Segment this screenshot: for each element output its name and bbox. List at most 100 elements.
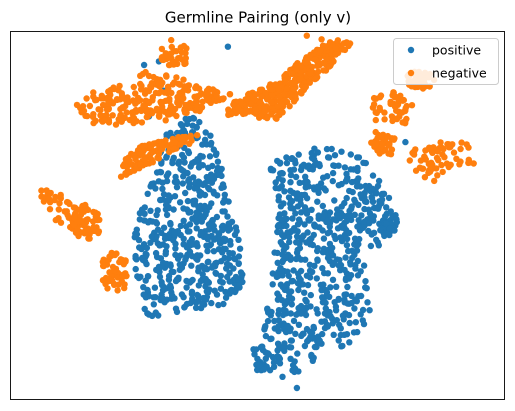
data-point-positive [320, 235, 328, 242]
data-point-negative [302, 59, 310, 66]
data-point-positive [180, 154, 188, 161]
data-point-positive [167, 219, 174, 227]
data-point-positive [387, 208, 394, 215]
data-point-positive [341, 331, 348, 338]
data-point-positive [203, 288, 210, 295]
data-point-positive [327, 284, 334, 291]
data-point-positive [171, 193, 179, 200]
data-point-negative [370, 101, 378, 108]
data-point-positive [326, 240, 334, 248]
data-point-negative [173, 112, 180, 120]
data-point-positive [289, 215, 296, 222]
data-point-negative [137, 86, 145, 93]
data-point-positive [314, 257, 321, 264]
data-point-positive [188, 240, 195, 247]
data-point-positive [293, 384, 301, 392]
data-point-positive [369, 172, 377, 179]
data-point-negative [95, 229, 102, 237]
data-point-positive [355, 154, 363, 161]
data-point-positive [338, 203, 345, 210]
data-point-positive [156, 273, 164, 281]
data-point-positive [215, 301, 222, 309]
data-point-positive [138, 206, 146, 213]
data-point-negative [332, 45, 339, 52]
data-point-positive [311, 222, 318, 229]
data-point-positive [182, 256, 189, 263]
data-point-negative [158, 141, 165, 148]
data-point-positive [193, 299, 200, 306]
data-point-positive [280, 233, 287, 240]
data-point-negative [446, 144, 453, 151]
data-point-positive [230, 265, 237, 272]
data-point-positive [192, 217, 199, 224]
data-point-negative [175, 134, 182, 141]
data-point-positive [276, 211, 284, 218]
data-point-negative [431, 177, 438, 185]
data-point-positive [362, 278, 369, 285]
data-point-positive [382, 213, 389, 220]
data-point-positive [295, 151, 302, 158]
data-point-positive [279, 345, 286, 352]
data-point-negative [162, 117, 169, 124]
data-point-positive [142, 277, 149, 284]
data-point-positive [175, 160, 182, 167]
data-point-negative [470, 160, 477, 167]
data-point-positive [217, 278, 224, 285]
data-point-positive [323, 321, 331, 328]
data-point-positive [185, 149, 193, 157]
data-point-negative [288, 70, 296, 78]
data-point-positive [316, 224, 323, 231]
data-point-positive [354, 223, 361, 230]
data-point-positive [300, 161, 307, 168]
data-point-negative [145, 72, 153, 80]
data-point-positive [291, 227, 298, 234]
data-point-negative [81, 221, 88, 228]
data-point-positive [235, 260, 242, 267]
data-point-positive [214, 158, 222, 165]
data-point-positive [147, 239, 154, 246]
data-point-positive [201, 191, 209, 199]
data-point-positive [283, 154, 290, 161]
data-point-positive [384, 230, 392, 237]
data-point-negative [55, 206, 62, 213]
data-point-negative [302, 83, 309, 91]
data-point-positive [308, 206, 315, 213]
data-point-positive [287, 288, 295, 295]
data-point-positive [225, 220, 232, 227]
data-point-negative [89, 113, 97, 121]
data-point-negative [76, 206, 84, 213]
data-point-negative [77, 104, 84, 112]
data-point-negative [155, 80, 163, 87]
data-point-positive [286, 238, 293, 246]
data-point-positive [335, 337, 342, 344]
data-point-positive [362, 182, 369, 190]
data-point-positive [320, 281, 327, 288]
data-point-negative [38, 187, 45, 194]
data-point-positive [169, 292, 176, 299]
data-point-positive [251, 351, 258, 358]
data-point-positive [283, 222, 290, 230]
data-point-negative [439, 168, 446, 176]
data-point-negative [306, 78, 313, 85]
data-point-positive [180, 235, 187, 242]
data-point-negative [457, 145, 464, 153]
data-point-positive [165, 170, 172, 177]
data-point-positive [137, 273, 144, 280]
data-point-negative [109, 112, 116, 119]
data-point-negative [153, 107, 160, 114]
data-point-positive [250, 346, 257, 353]
data-point-positive [326, 223, 333, 230]
data-point-positive [162, 201, 170, 209]
data-point-negative [158, 45, 166, 53]
data-point-negative [192, 99, 199, 106]
data-point-positive [385, 194, 393, 202]
data-point-negative [252, 106, 259, 114]
data-point-positive [288, 301, 295, 308]
data-point-negative [161, 108, 168, 115]
data-point-negative [109, 263, 117, 271]
data-point-positive [346, 229, 353, 237]
data-point-positive [287, 198, 295, 205]
data-point-negative [418, 165, 426, 172]
data-point-positive [156, 264, 164, 271]
data-point-positive [308, 149, 315, 157]
